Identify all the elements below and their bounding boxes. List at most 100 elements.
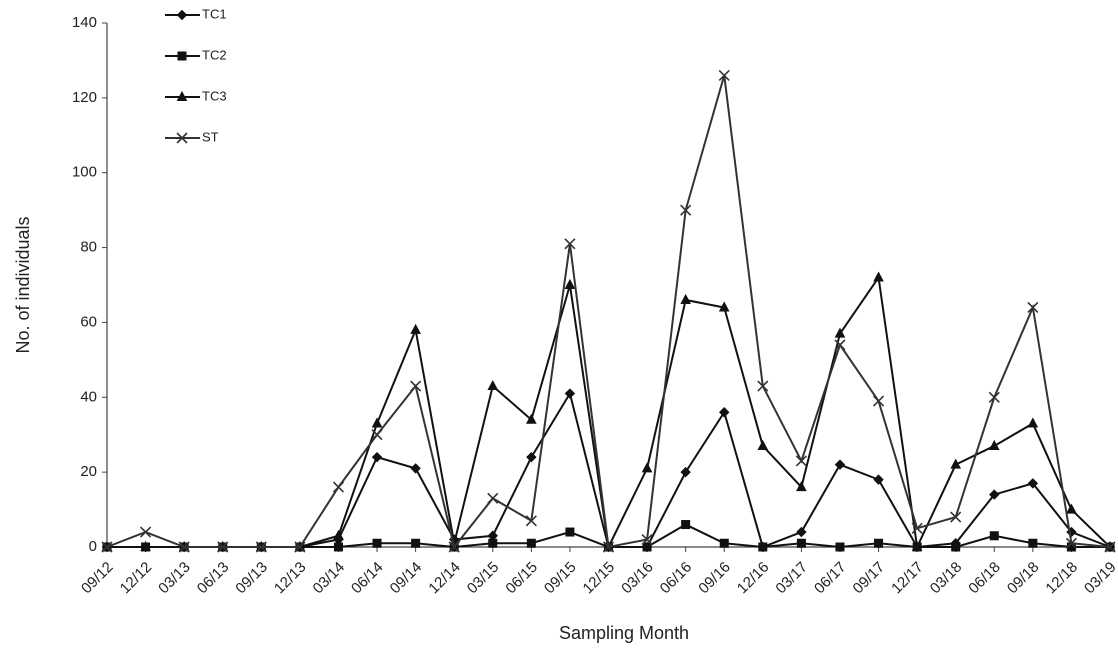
data-point xyxy=(217,541,229,553)
data-point xyxy=(565,527,575,537)
data-point xyxy=(1104,541,1116,553)
x-tick-label: 03/13 xyxy=(155,559,194,598)
x-tick-label: 03/17 xyxy=(772,559,811,598)
data-point xyxy=(564,238,576,250)
data-point xyxy=(333,542,343,552)
x-tick-label: 12/12 xyxy=(117,559,156,598)
data-point xyxy=(641,462,653,473)
data-point xyxy=(294,541,306,553)
data-point xyxy=(680,293,691,304)
data-point xyxy=(757,380,769,392)
data-point xyxy=(101,541,113,553)
data-point xyxy=(680,466,691,478)
data-point xyxy=(411,538,421,548)
x-tick-label: 12/15 xyxy=(580,559,619,598)
data-point xyxy=(178,541,190,553)
data-point xyxy=(526,451,537,463)
data-point xyxy=(873,271,884,282)
data-point xyxy=(564,388,576,399)
x-tick-label: 12/17 xyxy=(888,559,927,598)
x-tick-label: 03/18 xyxy=(927,559,966,598)
y-tick-label: 40 xyxy=(80,388,97,405)
y-tick-label: 100 xyxy=(72,164,97,181)
data-point xyxy=(488,538,498,548)
legend-label: TC1 xyxy=(202,6,227,21)
data-point xyxy=(1027,301,1039,314)
data-point xyxy=(487,492,499,504)
x-tick-label: 12/16 xyxy=(734,559,773,598)
data-point xyxy=(410,323,421,334)
data-point xyxy=(718,69,730,81)
data-point xyxy=(1028,538,1038,548)
data-point xyxy=(410,463,421,474)
data-point xyxy=(332,481,345,493)
data-point xyxy=(255,541,267,553)
x-tick-label: 12/14 xyxy=(425,559,464,598)
x-tick-label: 06/15 xyxy=(502,559,541,598)
x-tick-label: 12/13 xyxy=(271,559,310,598)
series-line xyxy=(106,75,1111,550)
data-point xyxy=(680,204,692,216)
x-tick-label: 09/17 xyxy=(850,559,889,598)
x-tick-label: 09/16 xyxy=(695,559,734,598)
x-tick-label: 06/17 xyxy=(811,559,850,598)
x-tick-label: 03/16 xyxy=(618,559,657,598)
data-point xyxy=(719,407,730,418)
data-point xyxy=(874,538,884,548)
x-tick-label: 09/13 xyxy=(232,559,271,598)
data-point xyxy=(951,542,961,552)
legend-marker xyxy=(176,90,188,101)
series-line xyxy=(107,390,1111,549)
data-point xyxy=(333,529,344,540)
x-axis-title: Sampling Month xyxy=(559,623,689,643)
legend-marker xyxy=(176,132,188,144)
x-tick-label: 09/18 xyxy=(1004,559,1043,598)
data-point xyxy=(564,278,576,289)
data-point xyxy=(718,301,730,312)
x-tick-label: 09/12 xyxy=(78,559,117,598)
data-point xyxy=(526,538,536,548)
data-point xyxy=(757,439,769,450)
data-point xyxy=(1065,537,1077,549)
legend-label: TC2 xyxy=(202,47,227,62)
x-tick-label: 03/19 xyxy=(1081,559,1118,598)
x-tick-label: 09/15 xyxy=(541,559,580,598)
data-point xyxy=(410,380,422,392)
data-point xyxy=(950,511,962,523)
data-point xyxy=(1027,417,1039,428)
y-tick-label: 120 xyxy=(72,89,97,106)
y-axis-title: No. of individuals xyxy=(13,216,33,353)
legend-marker xyxy=(176,9,188,21)
x-tick-label: 06/18 xyxy=(965,559,1004,598)
data-point xyxy=(448,541,460,553)
data-point xyxy=(681,520,691,530)
data-point xyxy=(758,542,768,552)
data-point xyxy=(834,339,846,351)
data-point xyxy=(834,327,846,338)
data-point xyxy=(795,455,807,467)
legend-label: TC3 xyxy=(202,88,227,103)
data-point xyxy=(988,391,1000,403)
data-point xyxy=(989,531,999,541)
data-point xyxy=(796,526,807,538)
y-tick-label: 20 xyxy=(80,463,97,480)
data-point xyxy=(950,458,962,469)
y-tick-label: 60 xyxy=(80,313,97,330)
data-point xyxy=(641,533,653,546)
x-tick-label: 09/14 xyxy=(387,559,426,598)
y-tick-label: 80 xyxy=(80,239,97,256)
y-tick-label: 0 xyxy=(89,538,97,555)
x-tick-label: 03/14 xyxy=(310,559,349,598)
data-point xyxy=(835,542,845,552)
data-point xyxy=(911,540,923,551)
data-point xyxy=(872,395,885,407)
data-point xyxy=(526,413,537,424)
data-point xyxy=(140,540,151,551)
data-point xyxy=(642,542,652,552)
data-point xyxy=(602,541,615,553)
data-point xyxy=(873,474,884,485)
legend-marker xyxy=(177,51,187,61)
data-point xyxy=(140,526,152,538)
legend-label: ST xyxy=(202,129,219,144)
